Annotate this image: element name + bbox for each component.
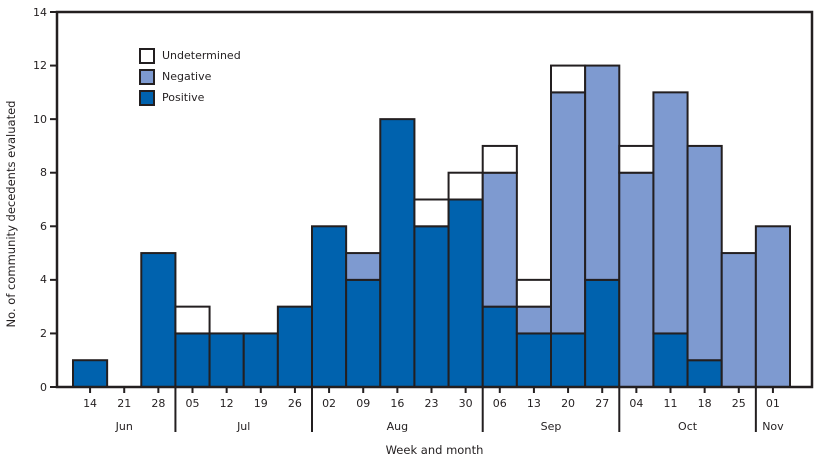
week-label-sep-27: 27 <box>595 397 610 410</box>
legend-label-undetermined: Undetermined <box>162 49 241 62</box>
y-tick-label-2: 2 <box>40 326 47 340</box>
bar-segment-negative-oct-25 <box>720 252 757 388</box>
bar-segment-negative-nov-01 <box>754 225 791 388</box>
week-label-aug-23: 23 <box>424 397 439 410</box>
bar-segment-undetermined-sep-20 <box>550 64 587 94</box>
week-label-jun-21: 21 <box>117 397 132 410</box>
bar-segment-positive-jun-28 <box>140 252 177 388</box>
month-label-oct: Oct <box>678 420 698 433</box>
y-tick-label-6: 6 <box>40 219 47 233</box>
week-label-aug-02: 02 <box>322 397 337 410</box>
legend: Undetermined Negative Positive <box>139 45 241 108</box>
bar-segment-negative-oct-18 <box>686 144 723 362</box>
week-label-aug-30: 30 <box>458 397 473 410</box>
month-label-sep: Sep <box>540 420 562 433</box>
bar-segment-positive-aug-02 <box>311 225 348 388</box>
week-label-oct-18: 18 <box>697 397 712 410</box>
bar-segment-negative-sep-27 <box>584 64 621 281</box>
week-label-oct-11: 11 <box>663 397 678 410</box>
bar-segment-undetermined-sep-06 <box>481 144 518 174</box>
bar-segment-positive-sep-20 <box>550 332 587 388</box>
bar-segment-positive-aug-23 <box>413 225 450 388</box>
bar-segment-positive-oct-11 <box>652 332 689 388</box>
legend-item-negative: Negative <box>139 66 241 87</box>
bar-segment-positive-aug-30 <box>447 198 484 388</box>
week-label-oct-04: 04 <box>629 397 644 410</box>
bar-segment-positive-aug-09 <box>345 278 382 389</box>
month-label-aug: Aug <box>386 420 409 433</box>
month-label-jul: Jul <box>237 420 251 433</box>
bar-segment-negative-sep-06 <box>481 171 518 308</box>
bar-segment-undetermined-aug-30 <box>447 171 484 201</box>
legend-swatch-negative <box>139 68 155 85</box>
week-label-jul-26: 26 <box>287 397 302 410</box>
bar-segment-negative-aug-09 <box>345 252 382 281</box>
bar-segment-positive-oct-18 <box>686 359 723 389</box>
y-tick-label-10: 10 <box>33 112 47 126</box>
y-tick-label-4: 4 <box>40 273 47 287</box>
bar-segment-positive-sep-27 <box>584 278 621 389</box>
legend-item-positive: Positive <box>139 87 241 108</box>
legend-swatch-undetermined <box>139 47 155 64</box>
week-label-sep-20: 20 <box>561 397 576 410</box>
week-label-jul-12: 12 <box>219 397 234 410</box>
week-label-sep-13: 13 <box>526 397 541 410</box>
month-label-jun: Jun <box>115 420 133 433</box>
y-axis-title: No. of community decedents evaluated <box>4 100 18 328</box>
bar-segment-positive-sep-06 <box>481 305 518 388</box>
bar-segment-positive-jul-12 <box>208 332 245 388</box>
week-label-jul-19: 19 <box>253 397 268 410</box>
bar-segment-undetermined-jul-05 <box>174 305 211 335</box>
bar-segment-positive-jul-19 <box>242 332 279 388</box>
bar-segment-positive-aug-16 <box>379 118 416 389</box>
y-tick-label-12: 12 <box>33 59 47 73</box>
bar-segment-negative-sep-13 <box>515 305 552 335</box>
bar-segment-negative-oct-11 <box>652 91 689 335</box>
week-label-aug-09: 09 <box>356 397 371 410</box>
legend-swatch-positive <box>139 89 155 106</box>
week-label-jul-05: 05 <box>185 397 200 410</box>
week-label-oct-25: 25 <box>731 397 746 410</box>
y-tick-label-8: 8 <box>40 166 47 180</box>
week-label-sep-06: 06 <box>492 397 507 410</box>
plot-border <box>55 10 814 389</box>
week-label-nov-01: 01 <box>765 397 780 410</box>
legend-label-negative: Negative <box>162 70 212 83</box>
bar-segment-negative-oct-04 <box>618 171 655 388</box>
bar-segment-negative-sep-20 <box>550 91 587 335</box>
week-label-jun-28: 28 <box>151 397 166 410</box>
bar-segment-undetermined-oct-04 <box>618 144 655 174</box>
legend-label-positive: Positive <box>162 91 205 104</box>
bar-segment-undetermined-aug-23 <box>413 198 450 228</box>
bar-segment-positive-jul-26 <box>276 305 314 388</box>
month-label-nov: Nov <box>762 420 784 433</box>
bar-segment-undetermined-sep-13 <box>515 278 552 308</box>
bar-segment-positive-jul-05 <box>174 332 211 388</box>
bar-segment-positive-jun-14 <box>72 359 109 389</box>
x-axis-title: Week and month <box>385 443 484 457</box>
y-tick-label-14: 14 <box>33 5 47 19</box>
week-label-jun-14: 14 <box>83 397 98 410</box>
week-label-aug-16: 16 <box>390 397 405 410</box>
bar-segment-positive-sep-13 <box>515 332 552 388</box>
legend-item-undetermined: Undetermined <box>139 45 241 66</box>
y-tick-label-0: 0 <box>40 380 47 394</box>
